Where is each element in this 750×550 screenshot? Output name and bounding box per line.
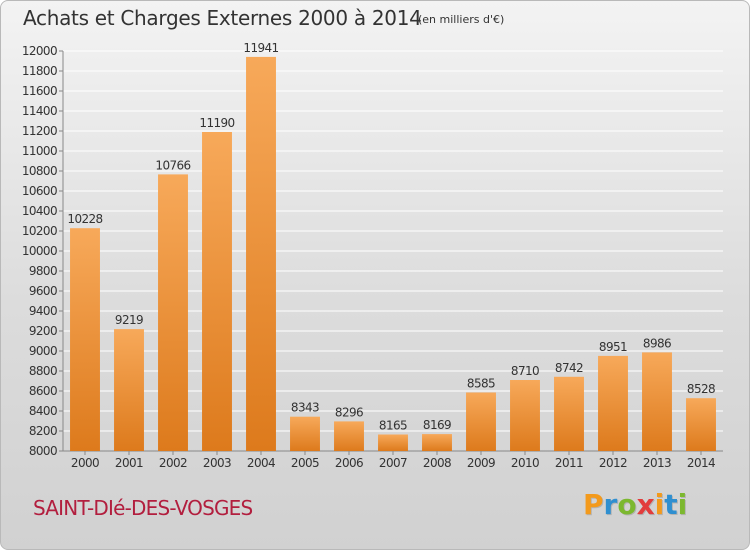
y-tick-label: 11600 xyxy=(22,84,57,98)
x-tick-label: 2002 xyxy=(159,456,187,470)
y-tick-label: 11400 xyxy=(22,104,57,118)
bar xyxy=(510,380,540,451)
data-label: 8986 xyxy=(643,336,671,350)
x-tick-label: 2014 xyxy=(687,456,715,470)
town-name: SAINT-DIé-DES-VOSGES xyxy=(33,496,253,520)
data-label: 10766 xyxy=(155,158,190,172)
logo-letter: i xyxy=(677,488,688,521)
x-tick-label: 2011 xyxy=(555,456,583,470)
y-tick-label: 10000 xyxy=(22,244,57,258)
y-tick-label: 10800 xyxy=(22,164,57,178)
logo-letter: i xyxy=(654,488,665,521)
y-tick-label: 11200 xyxy=(22,124,57,138)
x-tick-label: 2004 xyxy=(247,456,275,470)
y-tick-label: 10200 xyxy=(22,224,57,238)
data-label: 8585 xyxy=(467,377,495,391)
bar xyxy=(422,434,452,451)
x-tick-label: 2008 xyxy=(423,456,451,470)
bar xyxy=(554,376,584,451)
y-tick-label: 9400 xyxy=(29,304,57,318)
logo-letter: t xyxy=(664,488,678,521)
y-tick-label: 8600 xyxy=(29,384,57,398)
bar xyxy=(334,421,364,451)
y-tick-label: 9800 xyxy=(29,264,57,278)
y-tick-label: 12000 xyxy=(22,44,57,58)
y-tick-label: 9200 xyxy=(29,324,57,338)
data-label: 8528 xyxy=(687,382,715,396)
logo-letter: r xyxy=(603,488,618,521)
data-label: 8165 xyxy=(379,419,407,433)
chart-title: Achats et Charges Externes 2000 à 2014 xyxy=(23,6,422,30)
y-tick-label: 9000 xyxy=(29,344,57,358)
y-tick-label: 8800 xyxy=(29,364,57,378)
y-tick-label: 8000 xyxy=(29,444,57,458)
bar xyxy=(598,355,628,451)
data-label: 8710 xyxy=(511,364,539,378)
data-label: 8169 xyxy=(423,418,451,432)
bar xyxy=(642,352,672,451)
x-tick-label: 2012 xyxy=(599,456,627,470)
y-tick-label: 8200 xyxy=(29,424,57,438)
x-tick-label: 2010 xyxy=(511,456,539,470)
bar xyxy=(70,228,100,451)
bar xyxy=(378,434,408,451)
x-tick-label: 2001 xyxy=(115,456,143,470)
bars xyxy=(70,56,716,452)
data-label: 8742 xyxy=(555,361,583,375)
logo-letter: P xyxy=(583,488,604,521)
x-tick-label: 2003 xyxy=(203,456,231,470)
data-label: 11190 xyxy=(199,116,234,130)
bar xyxy=(246,56,276,452)
data-label: 11941 xyxy=(243,41,278,55)
x-tick-label: 2013 xyxy=(643,456,671,470)
x-tick-label: 2006 xyxy=(335,456,363,470)
data-label: 8343 xyxy=(291,401,319,415)
bar xyxy=(290,416,320,451)
data-label: 8951 xyxy=(599,340,627,354)
y-tick-label: 11800 xyxy=(22,64,57,78)
y-tick-label: 10400 xyxy=(22,204,57,218)
x-tick-label: 2007 xyxy=(379,456,407,470)
bar xyxy=(158,174,188,451)
data-label: 10228 xyxy=(67,212,102,226)
labels: 10228 2000 9219 2001 10766 2002 11190 2003 11941… xyxy=(67,41,715,470)
logo-letter: o xyxy=(617,488,637,521)
bar xyxy=(114,329,144,451)
bar xyxy=(466,392,496,451)
bar xyxy=(202,132,232,451)
proxiti-logo[interactable]: Proxiti xyxy=(583,488,687,521)
y-tick-label: 8400 xyxy=(29,404,57,418)
data-label: 8296 xyxy=(335,405,363,419)
y-tick-label: 9600 xyxy=(29,284,57,298)
y-tick-label: 11000 xyxy=(22,144,57,158)
x-tick-label: 2009 xyxy=(467,456,495,470)
y-tick-label: 10600 xyxy=(22,184,57,198)
x-tick-label: 2000 xyxy=(71,456,99,470)
bar xyxy=(686,398,716,451)
x-tick-label: 2005 xyxy=(291,456,319,470)
chart-subtitle: (en milliers d'€) xyxy=(418,13,505,26)
logo-letter: x xyxy=(636,488,655,521)
data-label: 9219 xyxy=(115,313,143,327)
